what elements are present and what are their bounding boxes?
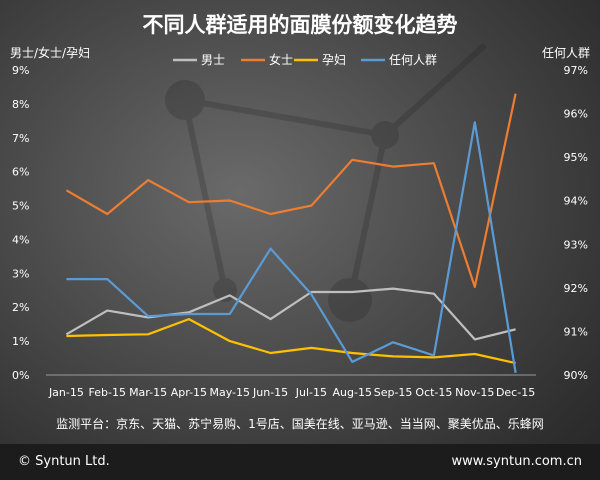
x-axis-tick-label: Sep-15 <box>374 386 413 399</box>
chart-legend: 男士 女士 孕妇 任何人群 <box>173 52 437 67</box>
left-axis-tick-label: 6% <box>12 166 29 179</box>
series-line <box>66 121 517 373</box>
x-axis-tick-label: Jun-15 <box>252 386 288 399</box>
x-axis-tick-label: Jan-15 <box>48 386 84 399</box>
x-axis-tick-label: Nov-15 <box>455 386 494 399</box>
background-molecule-decoration <box>165 42 488 322</box>
x-axis-tick-label: May-15 <box>209 386 250 399</box>
right-axis-tick-label: 91% <box>564 325 588 338</box>
x-axis-tick-label: Apr-15 <box>171 386 207 399</box>
x-axis-tick-label: Feb-15 <box>89 386 126 399</box>
x-axis-tick-label: Dec-15 <box>496 386 535 399</box>
sources-text: 监测平台：京东、天猫、苏宁易购、1号店、国美在线、亚马逊、当当网、聚美优品、乐蜂… <box>56 416 544 431</box>
footer-bar <box>0 444 600 480</box>
x-axis-tick-label: Jul-15 <box>295 386 327 399</box>
right-axis-tick-label: 96% <box>564 108 588 121</box>
left-axis-tick-label: 8% <box>12 98 29 111</box>
left-axis-tick-label: 7% <box>12 132 29 145</box>
right-axis-tick-label: 92% <box>564 282 588 295</box>
left-axis-tick-label: 0% <box>12 369 29 382</box>
left-axis-ticks: 0% 1% 2% 3% 4% 5% 6% 7% 8% 9% <box>12 64 29 382</box>
right-axis-tick-label: 97% <box>564 64 588 77</box>
copyright-text: © Syntun Ltd. <box>18 454 110 469</box>
left-axis-tick-label: 2% <box>12 301 29 314</box>
left-axis-label: 男士/女士/孕妇 <box>10 45 90 60</box>
x-axis-tick-label: Aug-15 <box>333 386 372 399</box>
left-axis-tick-label: 1% <box>12 335 29 348</box>
left-axis-tick-label: 9% <box>12 64 29 77</box>
x-axis: Jan-15 Feb-15 Mar-15 Apr-15 May-15 Jun-15 Jul-… <box>46 374 536 399</box>
series-line <box>66 318 516 365</box>
website-link[interactable]: www.syntun.com.cn <box>451 454 582 469</box>
left-axis-tick-label: 3% <box>12 267 29 280</box>
series-line <box>65 93 517 288</box>
x-axis-tick-label: Oct-15 <box>415 386 452 399</box>
legend-entry: 孕妇 <box>322 53 346 67</box>
series-line <box>65 287 516 341</box>
right-axis-ticks: 90% 91% 92% 93% 94% 95% 96% 97% <box>564 64 588 382</box>
left-axis-tick-label: 5% <box>12 200 29 213</box>
left-axis-tick-label: 4% <box>12 233 29 246</box>
legend-entry: 男士 <box>201 53 225 67</box>
right-axis-tick-label: 93% <box>564 238 588 251</box>
x-axis-tick-label: Mar-15 <box>129 386 167 399</box>
right-axis-tick-label: 95% <box>564 151 588 164</box>
legend-entry: 女士 <box>269 52 293 67</box>
legend-entry: 任何人群 <box>389 53 437 67</box>
chart-title: 不同人群适用的面膜份额变化趋势 <box>143 13 458 37</box>
right-axis-tick-label: 90% <box>564 369 588 382</box>
right-axis-label: 任何人群 <box>542 46 590 60</box>
series-lines <box>65 93 517 373</box>
right-axis-tick-label: 94% <box>564 195 588 208</box>
